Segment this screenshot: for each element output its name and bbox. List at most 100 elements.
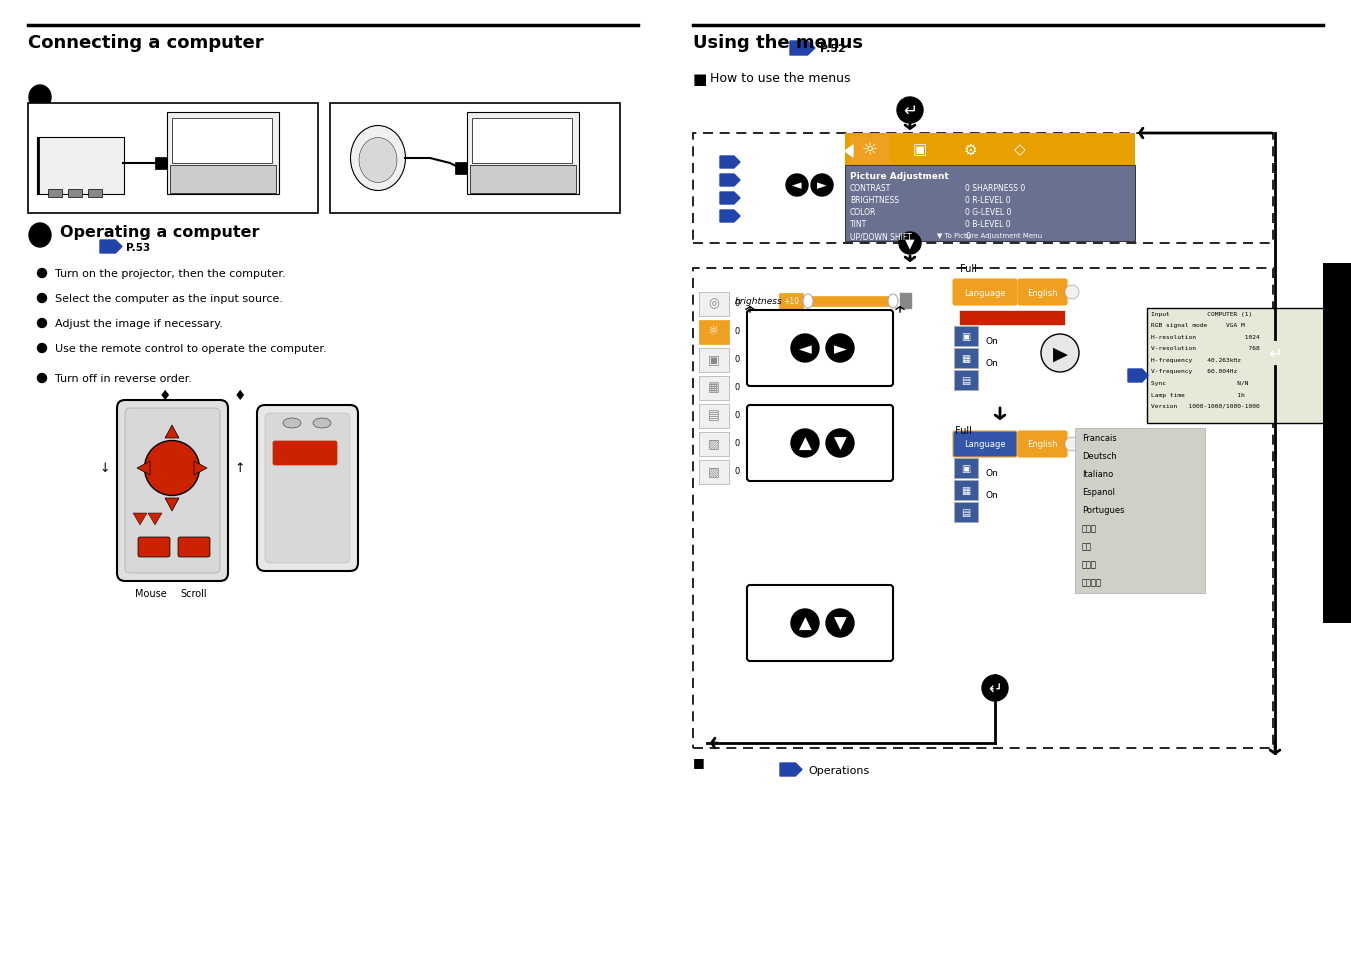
FancyBboxPatch shape xyxy=(1147,309,1327,423)
Ellipse shape xyxy=(825,430,854,457)
Text: Francais: Francais xyxy=(1082,434,1117,442)
Ellipse shape xyxy=(38,319,46,328)
Text: 0 SHARPNESS 0: 0 SHARPNESS 0 xyxy=(965,184,1025,193)
Text: Input          COMPUTER (1): Input COMPUTER (1) xyxy=(1151,312,1252,316)
FancyBboxPatch shape xyxy=(961,312,1065,326)
Text: TINT: TINT xyxy=(850,220,867,229)
FancyBboxPatch shape xyxy=(808,296,893,307)
FancyBboxPatch shape xyxy=(178,537,209,558)
Text: On: On xyxy=(985,491,998,500)
Text: CONTRAST: CONTRAST xyxy=(850,184,892,193)
Polygon shape xyxy=(780,763,802,776)
FancyBboxPatch shape xyxy=(780,294,802,312)
Text: Deutsch: Deutsch xyxy=(1082,452,1117,460)
Ellipse shape xyxy=(38,269,46,278)
FancyBboxPatch shape xyxy=(693,269,1273,748)
Text: ⚙: ⚙ xyxy=(963,142,977,157)
FancyBboxPatch shape xyxy=(118,400,228,581)
Text: Connecting a computer: Connecting a computer xyxy=(28,34,263,52)
Text: ▲: ▲ xyxy=(798,615,812,633)
Text: ▣: ▣ xyxy=(913,142,927,157)
FancyBboxPatch shape xyxy=(954,458,978,478)
Ellipse shape xyxy=(825,609,854,638)
Text: 中文: 中文 xyxy=(1082,541,1092,551)
Text: V-resolution              768: V-resolution 768 xyxy=(1151,346,1259,351)
Text: 0: 0 xyxy=(734,355,739,364)
FancyBboxPatch shape xyxy=(138,537,170,558)
FancyBboxPatch shape xyxy=(1075,429,1205,594)
Ellipse shape xyxy=(1042,335,1079,373)
Text: ▣: ▣ xyxy=(962,332,970,341)
Ellipse shape xyxy=(38,294,46,303)
Ellipse shape xyxy=(982,676,1008,701)
Text: ▧: ▧ xyxy=(708,465,720,478)
Text: Mouse: Mouse xyxy=(135,588,166,598)
Ellipse shape xyxy=(790,335,819,363)
FancyBboxPatch shape xyxy=(1323,264,1351,623)
Text: P.52: P.52 xyxy=(820,44,846,54)
FancyBboxPatch shape xyxy=(168,112,280,194)
Ellipse shape xyxy=(888,294,898,309)
Text: ▣: ▣ xyxy=(708,354,720,366)
Text: Using the menus: Using the menus xyxy=(693,34,863,52)
Text: 0 G-LEVEL 0: 0 G-LEVEL 0 xyxy=(965,208,1012,216)
Text: 0: 0 xyxy=(734,383,739,392)
Text: ►: ► xyxy=(817,179,827,193)
Text: Version   1000-1000/1000-1000: Version 1000-1000/1000-1000 xyxy=(1151,403,1259,409)
Text: Turn off in reverse order.: Turn off in reverse order. xyxy=(55,374,192,384)
FancyBboxPatch shape xyxy=(954,349,978,369)
Text: ▦: ▦ xyxy=(962,354,970,364)
Text: 0: 0 xyxy=(734,439,739,448)
FancyBboxPatch shape xyxy=(698,293,730,316)
Text: UP/DOWN SHIFT: UP/DOWN SHIFT xyxy=(850,232,912,241)
Polygon shape xyxy=(136,461,150,476)
Text: ▣: ▣ xyxy=(962,463,970,474)
Ellipse shape xyxy=(38,375,46,383)
Ellipse shape xyxy=(350,127,405,192)
FancyBboxPatch shape xyxy=(698,433,730,456)
Text: ☼: ☼ xyxy=(708,325,720,338)
Ellipse shape xyxy=(313,418,331,429)
Text: ▤: ▤ xyxy=(962,507,970,517)
FancyBboxPatch shape xyxy=(693,133,1273,244)
Text: H-resolution             1024: H-resolution 1024 xyxy=(1151,335,1259,339)
Text: 繁體中文: 繁體中文 xyxy=(1082,578,1102,586)
Text: H-frequency    40.263kHz: H-frequency 40.263kHz xyxy=(1151,357,1242,363)
Text: Lamp time              1h: Lamp time 1h xyxy=(1151,392,1244,397)
FancyBboxPatch shape xyxy=(954,371,978,391)
Text: 0: 0 xyxy=(965,232,970,241)
Text: English: English xyxy=(1027,288,1058,297)
FancyBboxPatch shape xyxy=(698,376,730,400)
Ellipse shape xyxy=(282,418,301,429)
FancyBboxPatch shape xyxy=(747,406,893,481)
Text: On: On xyxy=(985,469,998,478)
Text: ↵: ↵ xyxy=(1269,345,1282,363)
FancyBboxPatch shape xyxy=(747,585,893,661)
FancyBboxPatch shape xyxy=(954,480,978,500)
FancyBboxPatch shape xyxy=(698,320,730,345)
Ellipse shape xyxy=(28,86,51,110)
FancyBboxPatch shape xyxy=(698,349,730,373)
Text: ☼: ☼ xyxy=(862,141,878,159)
FancyBboxPatch shape xyxy=(172,119,272,164)
Text: On: On xyxy=(985,359,998,368)
Ellipse shape xyxy=(145,441,200,496)
Polygon shape xyxy=(149,514,162,525)
Polygon shape xyxy=(1128,370,1148,382)
FancyBboxPatch shape xyxy=(126,409,220,574)
Text: ◄: ◄ xyxy=(792,179,801,193)
Polygon shape xyxy=(165,498,178,512)
Text: 0: 0 xyxy=(734,327,739,336)
Text: ▤: ▤ xyxy=(708,409,720,422)
Text: ♦: ♦ xyxy=(159,389,172,402)
Text: 0: 0 xyxy=(734,299,739,308)
FancyBboxPatch shape xyxy=(257,406,358,572)
FancyBboxPatch shape xyxy=(88,190,101,198)
Text: Scroll: Scroll xyxy=(180,588,207,598)
Ellipse shape xyxy=(811,174,834,196)
Text: ■: ■ xyxy=(693,755,705,768)
Polygon shape xyxy=(132,514,147,525)
FancyBboxPatch shape xyxy=(49,190,62,198)
Ellipse shape xyxy=(1262,340,1288,367)
Text: BRIGHTNESS: BRIGHTNESS xyxy=(850,195,898,205)
